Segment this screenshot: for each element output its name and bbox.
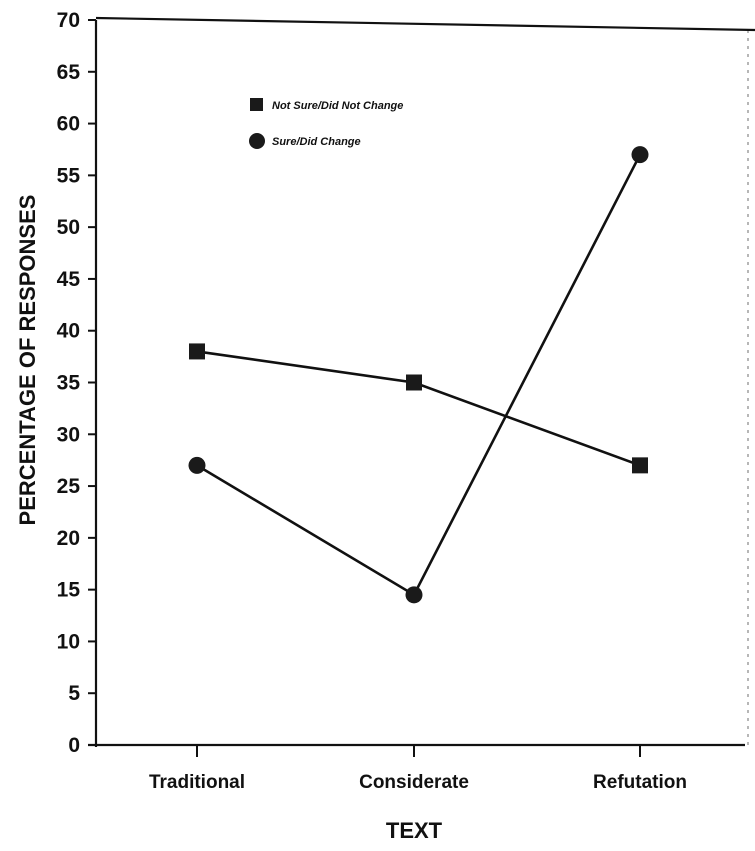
data-point-square xyxy=(406,374,422,391)
y-tick-label: 10 xyxy=(57,630,80,653)
data-point-circle xyxy=(405,586,423,604)
y-tick-label: 65 xyxy=(57,61,81,84)
legend-circle-icon xyxy=(249,133,265,149)
y-tick-label: 60 xyxy=(57,113,80,136)
x-tick-label: Refutation xyxy=(593,772,687,793)
legend-label: Not Sure/Did Not Change xyxy=(272,100,403,112)
y-tick-label: 0 xyxy=(68,734,80,757)
y-axis-ticks: 0 5 10 15 20 25 30 35 40 45 50 55 60 65 70 xyxy=(57,9,96,757)
plot-top-border xyxy=(95,16,755,32)
x-tick-label: Considerate xyxy=(359,772,469,793)
legend-square-icon xyxy=(250,98,263,111)
y-tick-label: 55 xyxy=(57,164,81,187)
y-tick-label: 20 xyxy=(57,527,80,550)
series-markers xyxy=(188,146,649,604)
y-tick-label: 35 xyxy=(57,372,81,395)
data-point-circle xyxy=(188,456,206,474)
y-axis-title: PERCENTAGE OF RESPONSES xyxy=(15,195,40,526)
legend: Not Sure/Did Not Change Sure/Did Change xyxy=(249,98,403,149)
legend-label: Sure/Did Change xyxy=(272,136,361,148)
data-point-circle xyxy=(631,146,649,164)
y-tick-label: 40 xyxy=(57,320,80,343)
y-tick-label: 15 xyxy=(57,579,81,602)
data-point-square xyxy=(632,457,648,474)
y-tick-label: 5 xyxy=(68,682,80,705)
x-axis-ticks: Traditional Considerate Refutation xyxy=(149,745,687,793)
x-axis-title: TEXT xyxy=(386,818,443,843)
y-tick-label: 25 xyxy=(57,475,81,498)
y-tick-label: 70 xyxy=(57,9,80,32)
y-tick-label: 45 xyxy=(57,268,81,291)
series-line-square xyxy=(196,350,641,467)
y-tick-label: 50 xyxy=(57,216,80,239)
y-tick-label: 30 xyxy=(57,423,80,446)
data-point-square xyxy=(189,343,205,360)
x-tick-label: Traditional xyxy=(149,772,245,793)
